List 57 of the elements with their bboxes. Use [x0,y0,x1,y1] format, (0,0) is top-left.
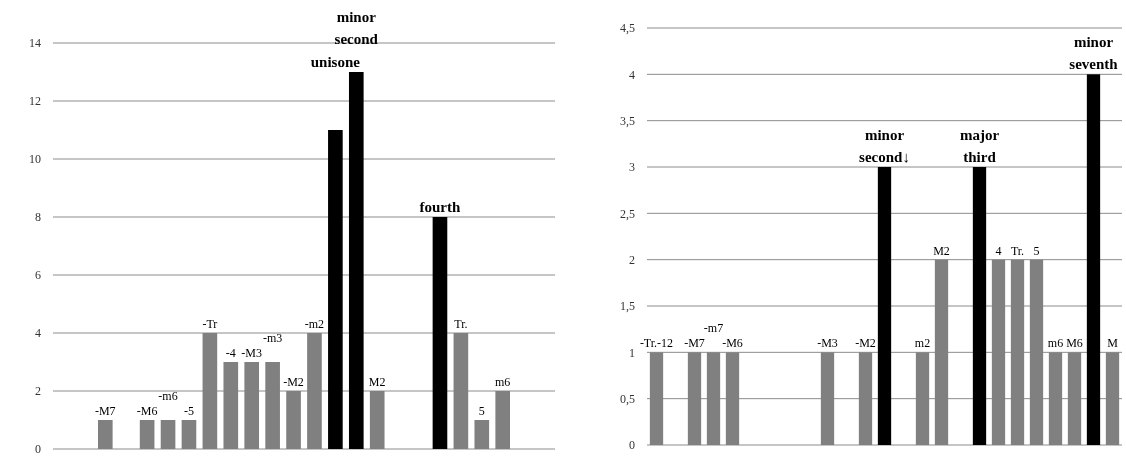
x-tick-label: -Tr [202,317,218,331]
bar [348,72,364,449]
x-tick-label: -m7 [703,321,724,336]
x-tick-label: -M3 [817,336,838,351]
bar [328,130,343,449]
x-tick-label: minor second↓ [859,127,910,165]
y-tick-label: 1,5 [620,299,635,314]
x-tick-label: major third [959,127,1000,165]
x-tick-label: -M2 [855,336,876,351]
x-tick-label: M6 [1066,336,1083,351]
y-tick-label: 6 [35,268,41,283]
x-tick-label: -m3 [262,331,283,345]
x-tick-label: -M6 [136,404,158,418]
y-tick-label: 0 [629,438,635,453]
y-tick-label: 0 [35,442,41,457]
y-tick-label: 3 [629,160,635,175]
x-tick-label: fourth [419,199,462,215]
y-tick-label: 4,5 [620,21,635,36]
y-tick-label: 10 [29,152,41,167]
x-tick-label: m6 [495,375,511,389]
y-tick-label: 4 [629,67,635,82]
x-tick-label: unisone [310,54,361,70]
bar [972,167,987,445]
y-tick-label: 1 [629,345,635,360]
bar [432,217,448,449]
x-tick-label: M2 [933,243,950,258]
x-tick-label: Tr. [1010,243,1025,258]
bar [877,167,892,445]
x-tick-label: 4 [995,243,1002,258]
x-tick-label: m2 [914,336,931,351]
x-tick-label: -m6 [158,389,178,403]
x-tick-label: Tr. [454,317,468,331]
x-tick-label: -m2 [304,317,325,331]
x-tick-label: -5 [183,404,194,418]
x-tick-label: -M3 [241,346,263,360]
x-tick-label: minor seventh [1069,34,1119,73]
y-tick-label: 2,5 [620,206,635,221]
x-tick-label: -Tr.-12 [639,336,674,351]
y-tick-label: 12 [29,94,41,109]
y-tick-label: 2 [629,252,635,267]
x-tick-label: 5 [1033,243,1040,258]
x-tick-label: -M2 [283,375,304,389]
y-tick-label: 8 [35,210,41,225]
x-tick-label: -M7 [94,404,116,418]
x-tick-label: 5 [478,404,485,418]
y-tick-label: 14 [29,36,41,51]
x-tick-label: -M7 [684,336,705,351]
y-tick-label: 3,5 [620,113,635,128]
x-tick-label: M [1107,336,1119,351]
x-tick-label: m6 [1047,336,1064,351]
x-tick-label: M2 [368,375,386,389]
x-tick-label: minor second [334,9,379,47]
x-tick-label: -4 [225,346,236,360]
bar [1086,74,1101,445]
y-tick-label: 2 [35,384,41,399]
x-tick-label: -M6 [722,336,743,351]
y-tick-label: 0,5 [620,391,635,406]
